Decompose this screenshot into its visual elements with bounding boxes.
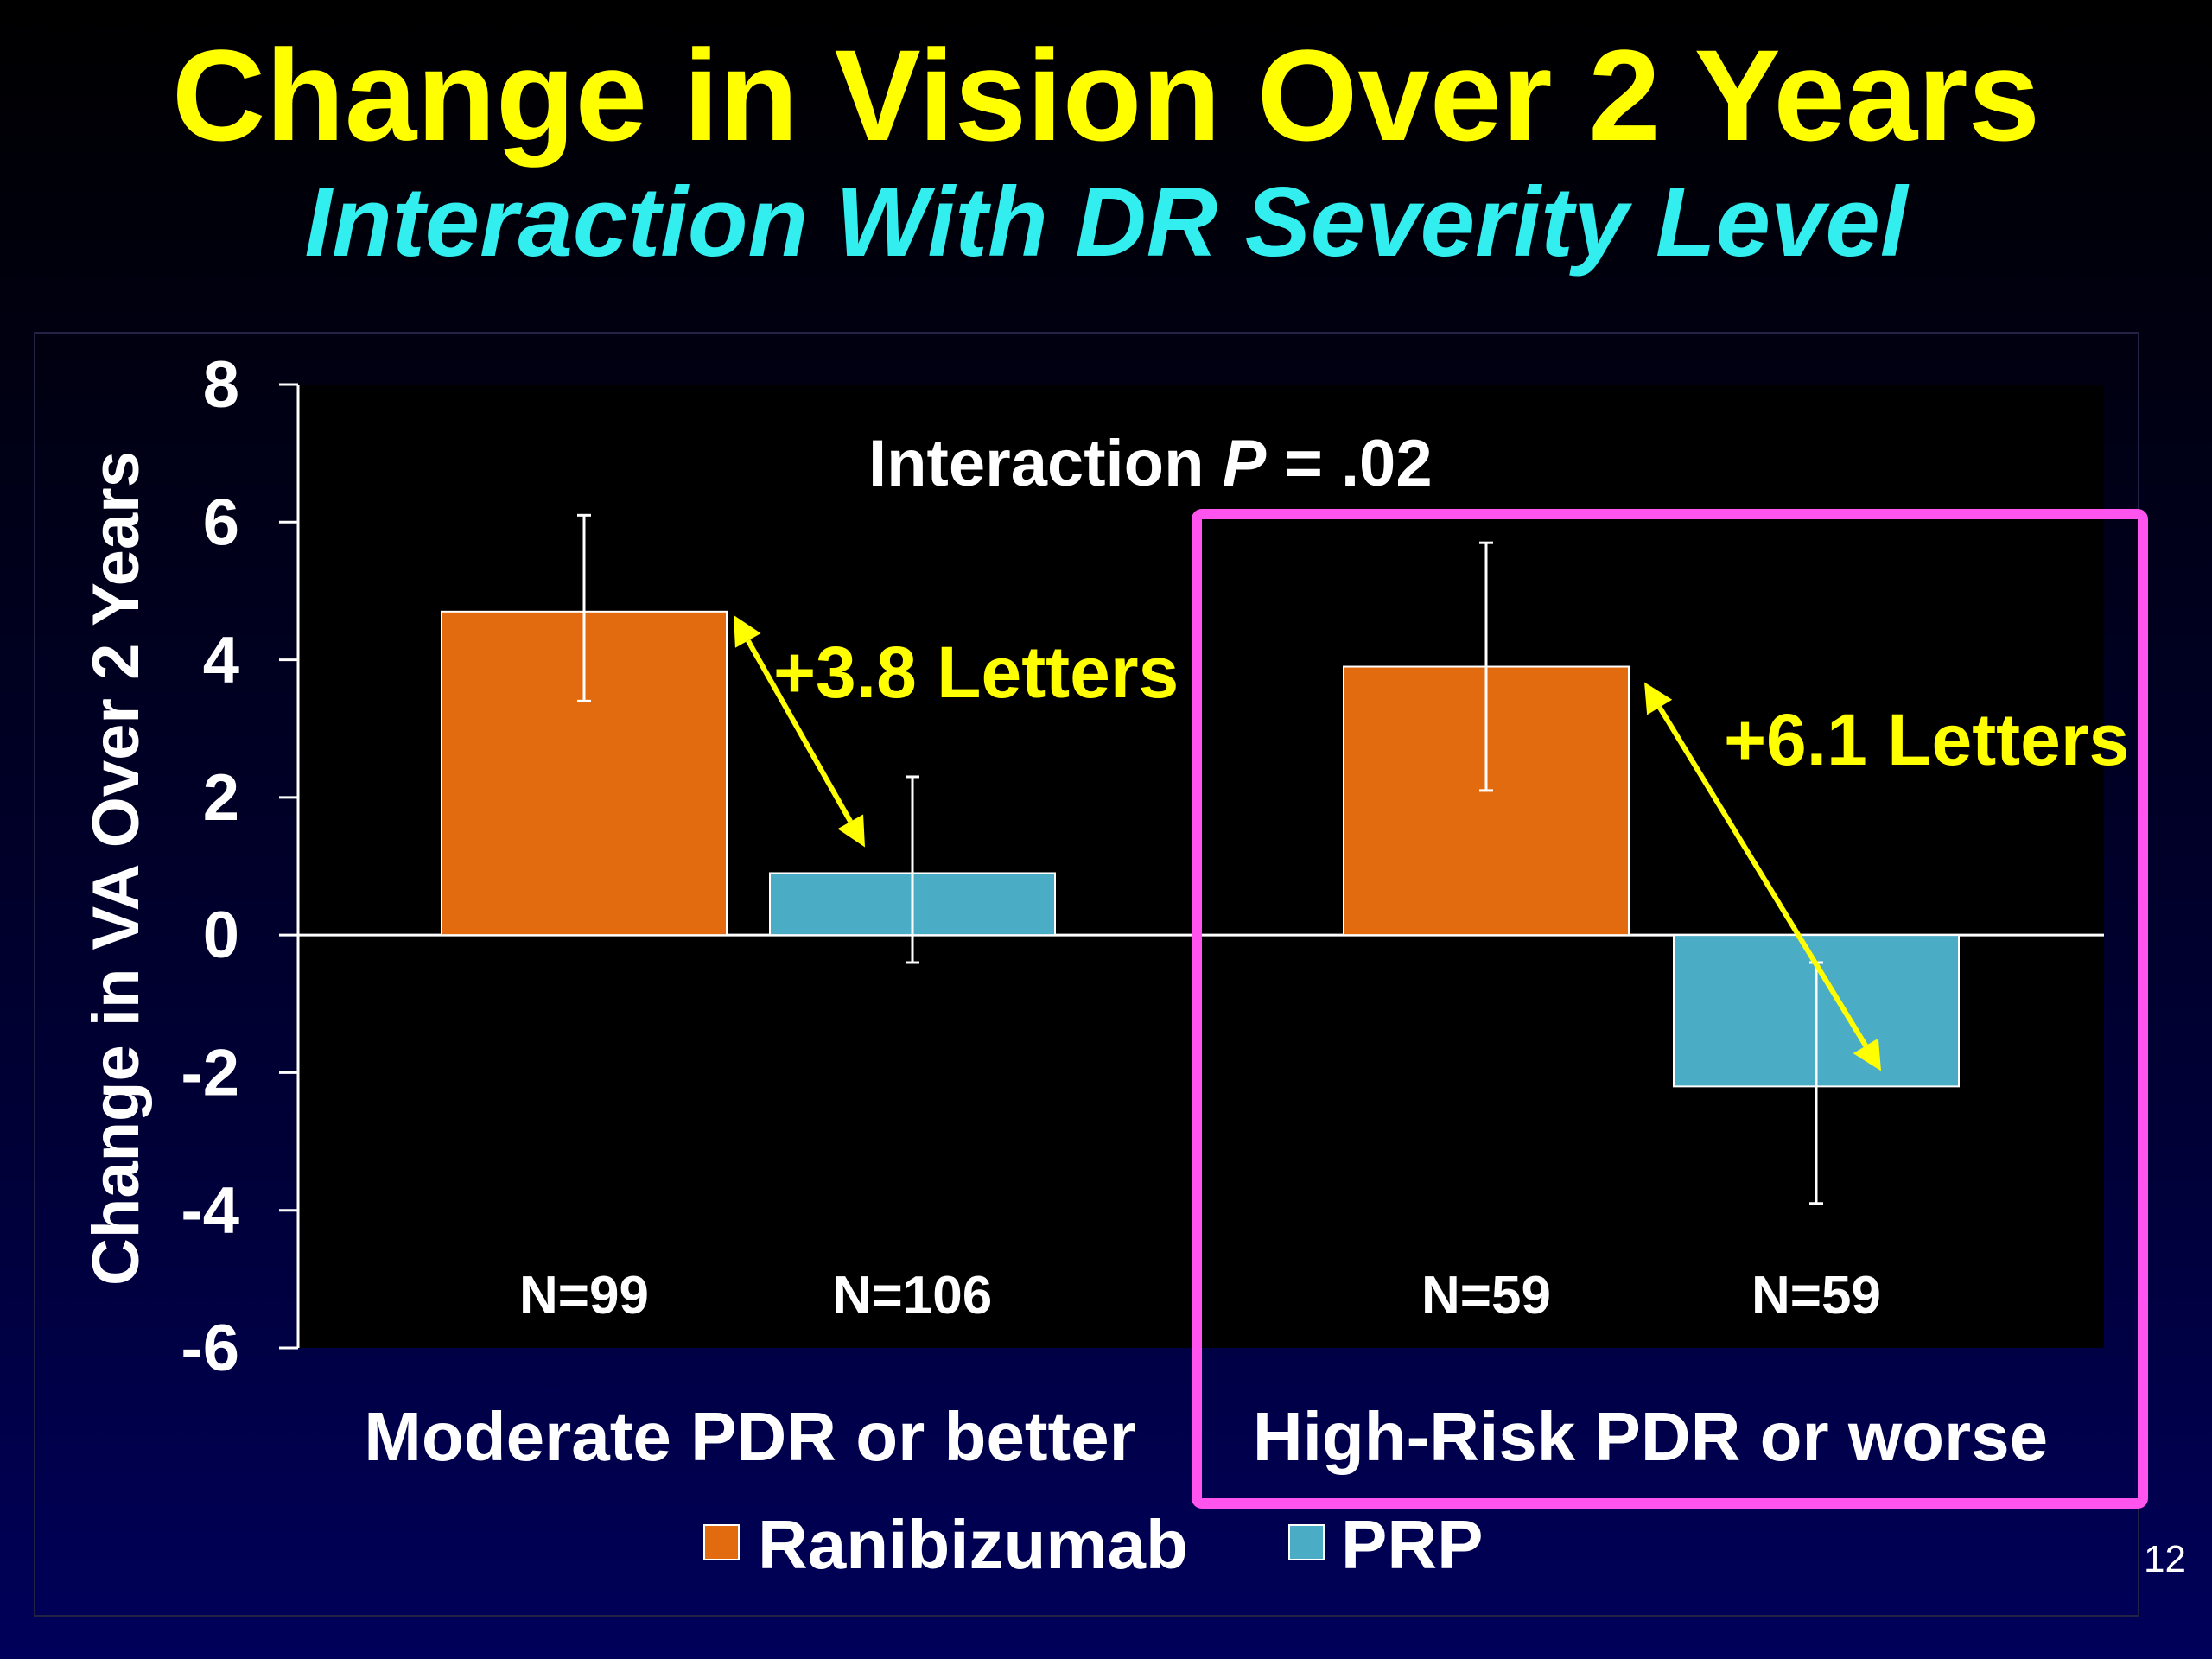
arrow-head-start — [1644, 682, 1673, 715]
legend-label-ranibizumab: Ranibizumab — [758, 1506, 1188, 1583]
y-axis-label: Change in VA Over 2 Years — [79, 451, 153, 1286]
y-tick-label: -6 — [181, 1312, 239, 1385]
legend-label-prp: PRP — [1341, 1506, 1484, 1583]
legend-swatch-ranibizumab — [703, 1524, 740, 1560]
n-label: N=106 — [833, 1266, 992, 1325]
legend-swatch-prp — [1288, 1524, 1325, 1560]
y-tick-label: -2 — [181, 1036, 239, 1109]
y-tick-label: 2 — [203, 761, 239, 835]
arrow-head-end — [837, 814, 865, 848]
error-bars — [577, 513, 1823, 1205]
category-label-moderate: Moderate PDR or better — [364, 1398, 1135, 1475]
diff-arrow-high-risk — [1644, 682, 1881, 1071]
category-label-high-risk: High-Risk PDR or worse — [1253, 1398, 2048, 1475]
interaction-prefix: Interaction — [868, 427, 1223, 500]
y-tick-label: 0 — [203, 899, 239, 972]
interaction-suffix: = .02 — [1266, 427, 1432, 500]
n-label: N=59 — [1751, 1266, 1881, 1325]
arrow-shaft — [1657, 706, 1868, 1047]
slide-number: 12 — [2144, 1538, 2186, 1580]
slide-subtitle: Interaction With DR Severity Level — [304, 168, 1908, 277]
y-axis-ticks: 8 6 4 2 0 -2 -4 -6 — [181, 348, 298, 1385]
arrow-head-end — [1853, 1038, 1881, 1071]
y-tick-label: -4 — [181, 1174, 239, 1248]
diff-label-moderate: +3.8 Letters — [773, 632, 1179, 713]
diff-arrow-moderate — [734, 614, 865, 848]
n-label: N=59 — [1421, 1266, 1551, 1325]
arrow-head-start — [734, 614, 761, 648]
n-labels: N=99 N=59 N=106 N=59 — [519, 1266, 1881, 1325]
n-label: N=99 — [519, 1266, 649, 1325]
diff-label-high-risk: +6.1 Letters — [1724, 699, 2129, 780]
y-tick-label: 4 — [203, 624, 239, 697]
high-risk-highlight-box — [1192, 509, 2148, 1509]
slide-title: Change in Vision Over 2 Years — [171, 22, 2041, 168]
arrow-shaft — [746, 639, 853, 823]
y-tick-label: 8 — [203, 348, 239, 422]
difference-arrows — [734, 614, 1881, 1071]
interaction-p-annotation: Interaction P = .02 — [868, 427, 1433, 500]
y-tick-label: 6 — [203, 486, 239, 559]
interaction-p-symbol: P — [1223, 427, 1267, 500]
legend: Ranibizumab PRP — [703, 1506, 1484, 1583]
